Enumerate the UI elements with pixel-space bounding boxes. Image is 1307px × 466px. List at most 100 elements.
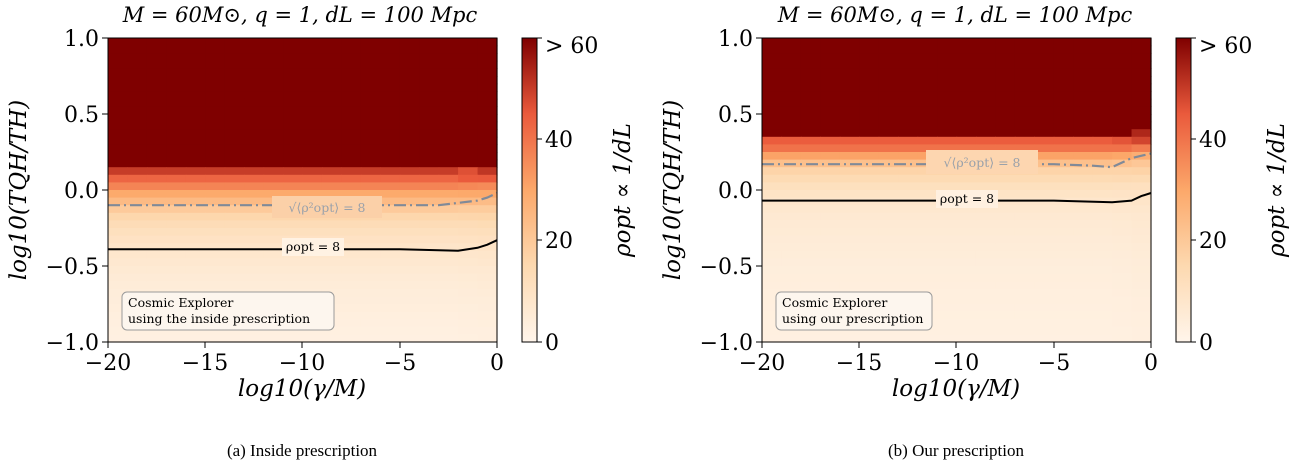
heatmap-cell (146, 334, 167, 343)
heatmap-cell (302, 106, 323, 115)
x-tick-a: −20 (85, 351, 131, 376)
heatmap-cell (341, 235, 362, 244)
heatmap-cell (1053, 83, 1074, 92)
x-tick-b: −10 (933, 351, 979, 376)
heatmap-cell (859, 235, 880, 244)
heatmap-cell (1131, 83, 1152, 92)
heatmap-cell (477, 114, 498, 123)
heatmap-cell (419, 273, 440, 282)
heatmap-cell (399, 129, 420, 138)
heatmap-cell (800, 174, 821, 183)
heatmap-cell (878, 190, 899, 199)
heatmap-cell (458, 60, 479, 69)
heatmap-cell (458, 182, 479, 191)
heatmap-cell (800, 228, 821, 237)
heatmap-cell (781, 197, 802, 206)
heatmap-cell (205, 114, 226, 123)
heatmap-cell (1034, 334, 1055, 343)
heatmap-cell (1112, 311, 1133, 320)
heatmap-cell (399, 250, 420, 259)
heatmap-cell (185, 76, 206, 85)
heatmap-cell (205, 326, 226, 335)
heatmap-cell (917, 98, 938, 107)
heatmap-cell (283, 182, 304, 191)
heatmap-cell (224, 68, 245, 77)
heatmap-cell (859, 129, 880, 138)
heatmap-cell (419, 38, 440, 47)
heatmap-cell (477, 281, 498, 290)
heatmap-cell (108, 220, 129, 229)
heatmap-cell (1053, 281, 1074, 290)
heatmap-cell (762, 83, 783, 92)
heatmap-cell (898, 326, 919, 335)
heatmap-cell (839, 182, 860, 191)
heatmap-cell (341, 288, 362, 297)
heatmap-cell (839, 144, 860, 153)
heatmap-cell (1053, 228, 1074, 237)
heatmap-cell (956, 45, 977, 54)
heatmap-cell (399, 136, 420, 145)
y-axis-a: 1.0 0.5 0.0 −0.5 −1.0 (46, 27, 108, 356)
heatmap-cell (399, 235, 420, 244)
heatmap-cell (1053, 129, 1074, 138)
heatmap-cell (380, 45, 401, 54)
heatmap-cell (1112, 273, 1133, 282)
heatmap-cell (995, 235, 1016, 244)
heatmap-cell (166, 174, 187, 183)
heatmap-cell (419, 167, 440, 176)
heatmap-cell (224, 167, 245, 176)
heatmap-cell (839, 60, 860, 69)
heatmap-cell (956, 114, 977, 123)
heatmap-cell (1092, 326, 1113, 335)
heatmap-cell (127, 45, 148, 54)
heatmap-cell (859, 76, 880, 85)
heatmap-cell (898, 114, 919, 123)
heatmap-cell (380, 243, 401, 252)
heatmap-cell (321, 129, 342, 138)
y-tick-a: 0.5 (64, 103, 99, 128)
heatmap-cell (1073, 220, 1094, 229)
heatmap-cell (477, 68, 498, 77)
heatmap-cell (1034, 212, 1055, 221)
heatmap-cell (108, 174, 129, 183)
heatmap-cell (127, 281, 148, 290)
heatmap-cell (762, 182, 783, 191)
heatmap-cell (341, 326, 362, 335)
heatmap-cell (263, 152, 284, 161)
heatmap-cell (995, 266, 1016, 275)
heatmap-cell (244, 76, 265, 85)
heatmap-cell (341, 121, 362, 130)
heatmap-cell (438, 205, 459, 214)
heatmap-cell (146, 121, 167, 130)
heatmap-cell (1014, 235, 1035, 244)
heatmap-cell (1073, 250, 1094, 259)
heatmap-cell (263, 106, 284, 115)
heatmap-cell (1073, 266, 1094, 275)
heatmap-cell (1053, 258, 1074, 267)
y-tick-b: 0.0 (718, 179, 753, 204)
heatmap-cell (781, 129, 802, 138)
heatmap-cell (937, 76, 958, 85)
heatmap-cell (878, 174, 899, 183)
heatmap-cell (1073, 311, 1094, 320)
heatmap-cell (360, 45, 381, 54)
heatmap-cell (244, 121, 265, 130)
heatmap-cell (937, 60, 958, 69)
heatmap-cell (360, 53, 381, 62)
y-tick-b: 1.0 (718, 27, 753, 52)
heatmap-cell (477, 53, 498, 62)
heatmap-cell (1092, 129, 1113, 138)
snr-contour-label-b: ρopt = 8 (940, 191, 994, 206)
heatmap-cell (1073, 190, 1094, 199)
heatmap-cell (781, 281, 802, 290)
heatmap-cell (1053, 60, 1074, 69)
heatmap-cell (166, 53, 187, 62)
heatmap-cell (781, 258, 802, 267)
heatmap-cell (917, 220, 938, 229)
heatmap-cell (820, 53, 841, 62)
heatmap-cell (1112, 68, 1133, 77)
heatmap-cell (1053, 167, 1074, 176)
heatmap-cell (898, 38, 919, 47)
heatmap-cell (1014, 243, 1035, 252)
heatmap-cell (1073, 136, 1094, 145)
